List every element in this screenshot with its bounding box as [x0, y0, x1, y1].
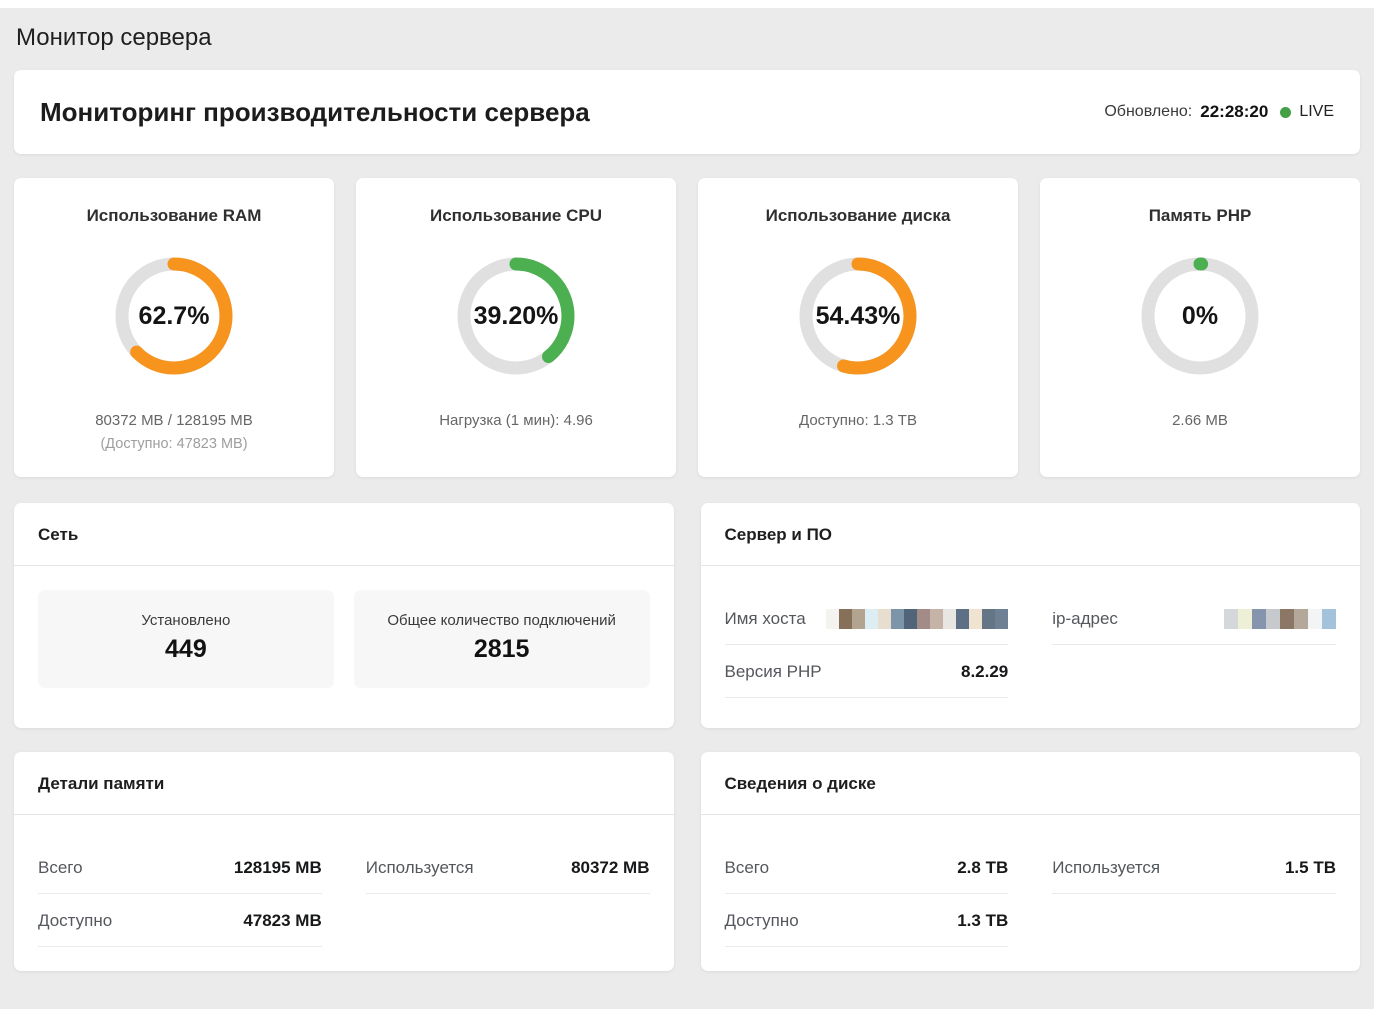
memory-details-card-title: Детали памяти	[38, 774, 165, 793]
live-indicator-dot	[1280, 106, 1292, 118]
php-version-label: Версия PHP	[724, 662, 822, 681]
cpu-gauge-title: Использование CPU	[429, 206, 603, 225]
disk-total-value: 2.8 TB	[957, 858, 1009, 877]
memory-total-label: Всего	[38, 858, 83, 877]
middle-row: Сеть Установлено 449 Общее количество по…	[14, 503, 1360, 728]
top-strip	[0, 0, 1374, 8]
ram-usage-text: 80372 MB / 128195 MB	[95, 412, 253, 429]
cpu-donut-chart: 39.20%	[456, 256, 576, 376]
disk-donut-chart: 54.43%	[798, 256, 918, 376]
memory-available-row: Доступно 47823 MB	[38, 894, 322, 947]
hostname-row: Имя хоста	[724, 592, 1009, 645]
disk-used-value: 1.5 TB	[1284, 858, 1336, 877]
ip-address-label: ip-адрес	[1052, 609, 1118, 628]
established-connections-stat: Установлено 449	[38, 590, 334, 688]
disk-details-card: Сведения о диске Всего 2.8 TB Использует…	[700, 752, 1361, 971]
memory-details-card-header: Детали памяти	[14, 752, 674, 815]
ip-address-redacted-value	[1224, 609, 1336, 629]
updated-label: Обновлено:	[1104, 103, 1193, 120]
php-version-row: Версия PHP 8.2.29	[724, 645, 1009, 698]
memory-total-row: Всего 128195 MB	[38, 841, 322, 894]
php-memory-gauge-card: Память PHP 0% 2.66 MB	[1040, 178, 1360, 477]
disk-used-label: Используется	[1052, 858, 1161, 877]
disk-percent-value: 54.43%	[815, 301, 901, 330]
server-software-card: Сервер и ПО Имя хоста ip-адрес Версия PH…	[700, 503, 1361, 728]
established-connections-value: 449	[165, 635, 207, 663]
total-connections-value: 2815	[473, 635, 530, 663]
ram-available-text: (Доступно: 47823 MB)	[100, 436, 248, 452]
php-memory-donut-svg	[1141, 257, 1259, 375]
header-card: Мониторинг производительности сервера Об…	[14, 70, 1360, 154]
established-connections-label: Установлено	[141, 612, 231, 629]
disk-details-card-header: Сведения о диске	[700, 752, 1360, 815]
updated-status: Обновлено: 22:28:20 LIVE	[1104, 102, 1334, 122]
total-connections-label: Общее количество подключений	[387, 612, 616, 629]
disk-available-text: Доступно: 1.3 TB	[799, 412, 917, 429]
disk-total-row: Всего 2.8 TB	[724, 841, 1009, 894]
cpu-gauge-card: Использование CPU 39.20% Нагрузка (1 мин…	[356, 178, 676, 477]
memory-used-label: Используется	[365, 858, 474, 877]
disk-donut-svg	[799, 257, 917, 375]
disk-donut-arc	[799, 257, 917, 375]
ram-donut-arc	[115, 257, 233, 375]
gauge-row: Использование RAM 62.7% 80372 MB / 12819…	[14, 178, 1360, 477]
memory-available-value: 47823 MB	[243, 911, 322, 930]
disk-sub2	[714, 436, 1002, 453]
memory-details-card: Детали памяти Всего 128195 MB Использует…	[14, 752, 674, 971]
php-memory-gauge-title: Память PHP	[1148, 206, 1252, 225]
ram-donut-chart: 62.7%	[114, 256, 234, 376]
network-card-header: Сеть	[14, 503, 674, 566]
ram-gauge-title: Использование RAM	[86, 206, 262, 225]
memory-used-value: 80372 MB	[571, 858, 650, 877]
disk-available-label: Доступно	[724, 911, 799, 930]
disk-used-row: Используется 1.5 TB	[1052, 841, 1336, 894]
disk-details-card-title: Сведения о диске	[724, 774, 876, 793]
php-memory-size-text: 2.66 MB	[1172, 412, 1228, 429]
hostname-redacted-value	[826, 609, 1009, 629]
disk-details-card-body: Всего 2.8 TB Используется 1.5 TB Доступн…	[701, 815, 1361, 971]
ram-gauge-card: Использование RAM 62.7% 80372 MB / 12819…	[14, 178, 334, 477]
ip-address-row: ip-адрес	[1052, 592, 1336, 645]
cpu-sub2	[372, 436, 660, 453]
server-monitor-page: Монитор сервера Мониторинг производитель…	[0, 8, 1374, 1009]
memory-used-row: Используется 80372 MB	[365, 841, 650, 894]
dashboard-title: Мониторинг производительности сервера	[40, 96, 590, 127]
php-version-value: 8.2.29	[960, 662, 1009, 681]
php-memory-percent-value: 0%	[1181, 301, 1219, 330]
cpu-donut-svg	[457, 257, 575, 375]
disk-available-value: 1.3 TB	[957, 911, 1009, 930]
cpu-percent-value: 39.20%	[473, 301, 559, 330]
network-card-body: Установлено 449 Общее количество подключ…	[14, 566, 674, 728]
disk-available-row: Доступно 1.3 TB	[724, 894, 1009, 947]
cpu-donut-arc	[457, 257, 575, 375]
network-card-title: Сеть	[38, 525, 79, 544]
server-software-card-body: Имя хоста ip-адрес Версия PHP 8.2.29	[701, 566, 1361, 722]
server-software-card-header: Сервер и ПО	[700, 503, 1360, 566]
php-memory-donut-chart: 0%	[1140, 256, 1260, 376]
network-card: Сеть Установлено 449 Общее количество по…	[14, 503, 674, 728]
php-memory-sub2	[1056, 436, 1344, 453]
updated-time: 22:28:20	[1200, 102, 1269, 121]
ram-donut-svg	[115, 257, 233, 375]
total-connections-stat: Общее количество подключений 2815	[353, 590, 650, 688]
bottom-row: Детали памяти Всего 128195 MB Использует…	[14, 752, 1360, 971]
cpu-load-text: Нагрузка (1 мин): 4.96	[439, 412, 593, 429]
php-memory-donut-arc	[1141, 257, 1259, 375]
hostname-label: Имя хоста	[724, 609, 806, 628]
page-title: Монитор сервера	[16, 24, 212, 51]
live-label: LIVE	[1299, 103, 1334, 120]
disk-gauge-title: Использование диска	[765, 206, 951, 225]
disk-gauge-card: Использование диска 54.43% Доступно: 1.3…	[698, 178, 1018, 477]
memory-details-card-body: Всего 128195 MB Используется 80372 MB До…	[14, 815, 674, 971]
ram-percent-value: 62.7%	[138, 301, 210, 330]
memory-total-value: 128195 MB	[233, 858, 322, 877]
disk-total-label: Всего	[724, 858, 770, 877]
memory-available-label: Доступно	[38, 911, 113, 930]
server-software-card-title: Сервер и ПО	[724, 525, 833, 544]
